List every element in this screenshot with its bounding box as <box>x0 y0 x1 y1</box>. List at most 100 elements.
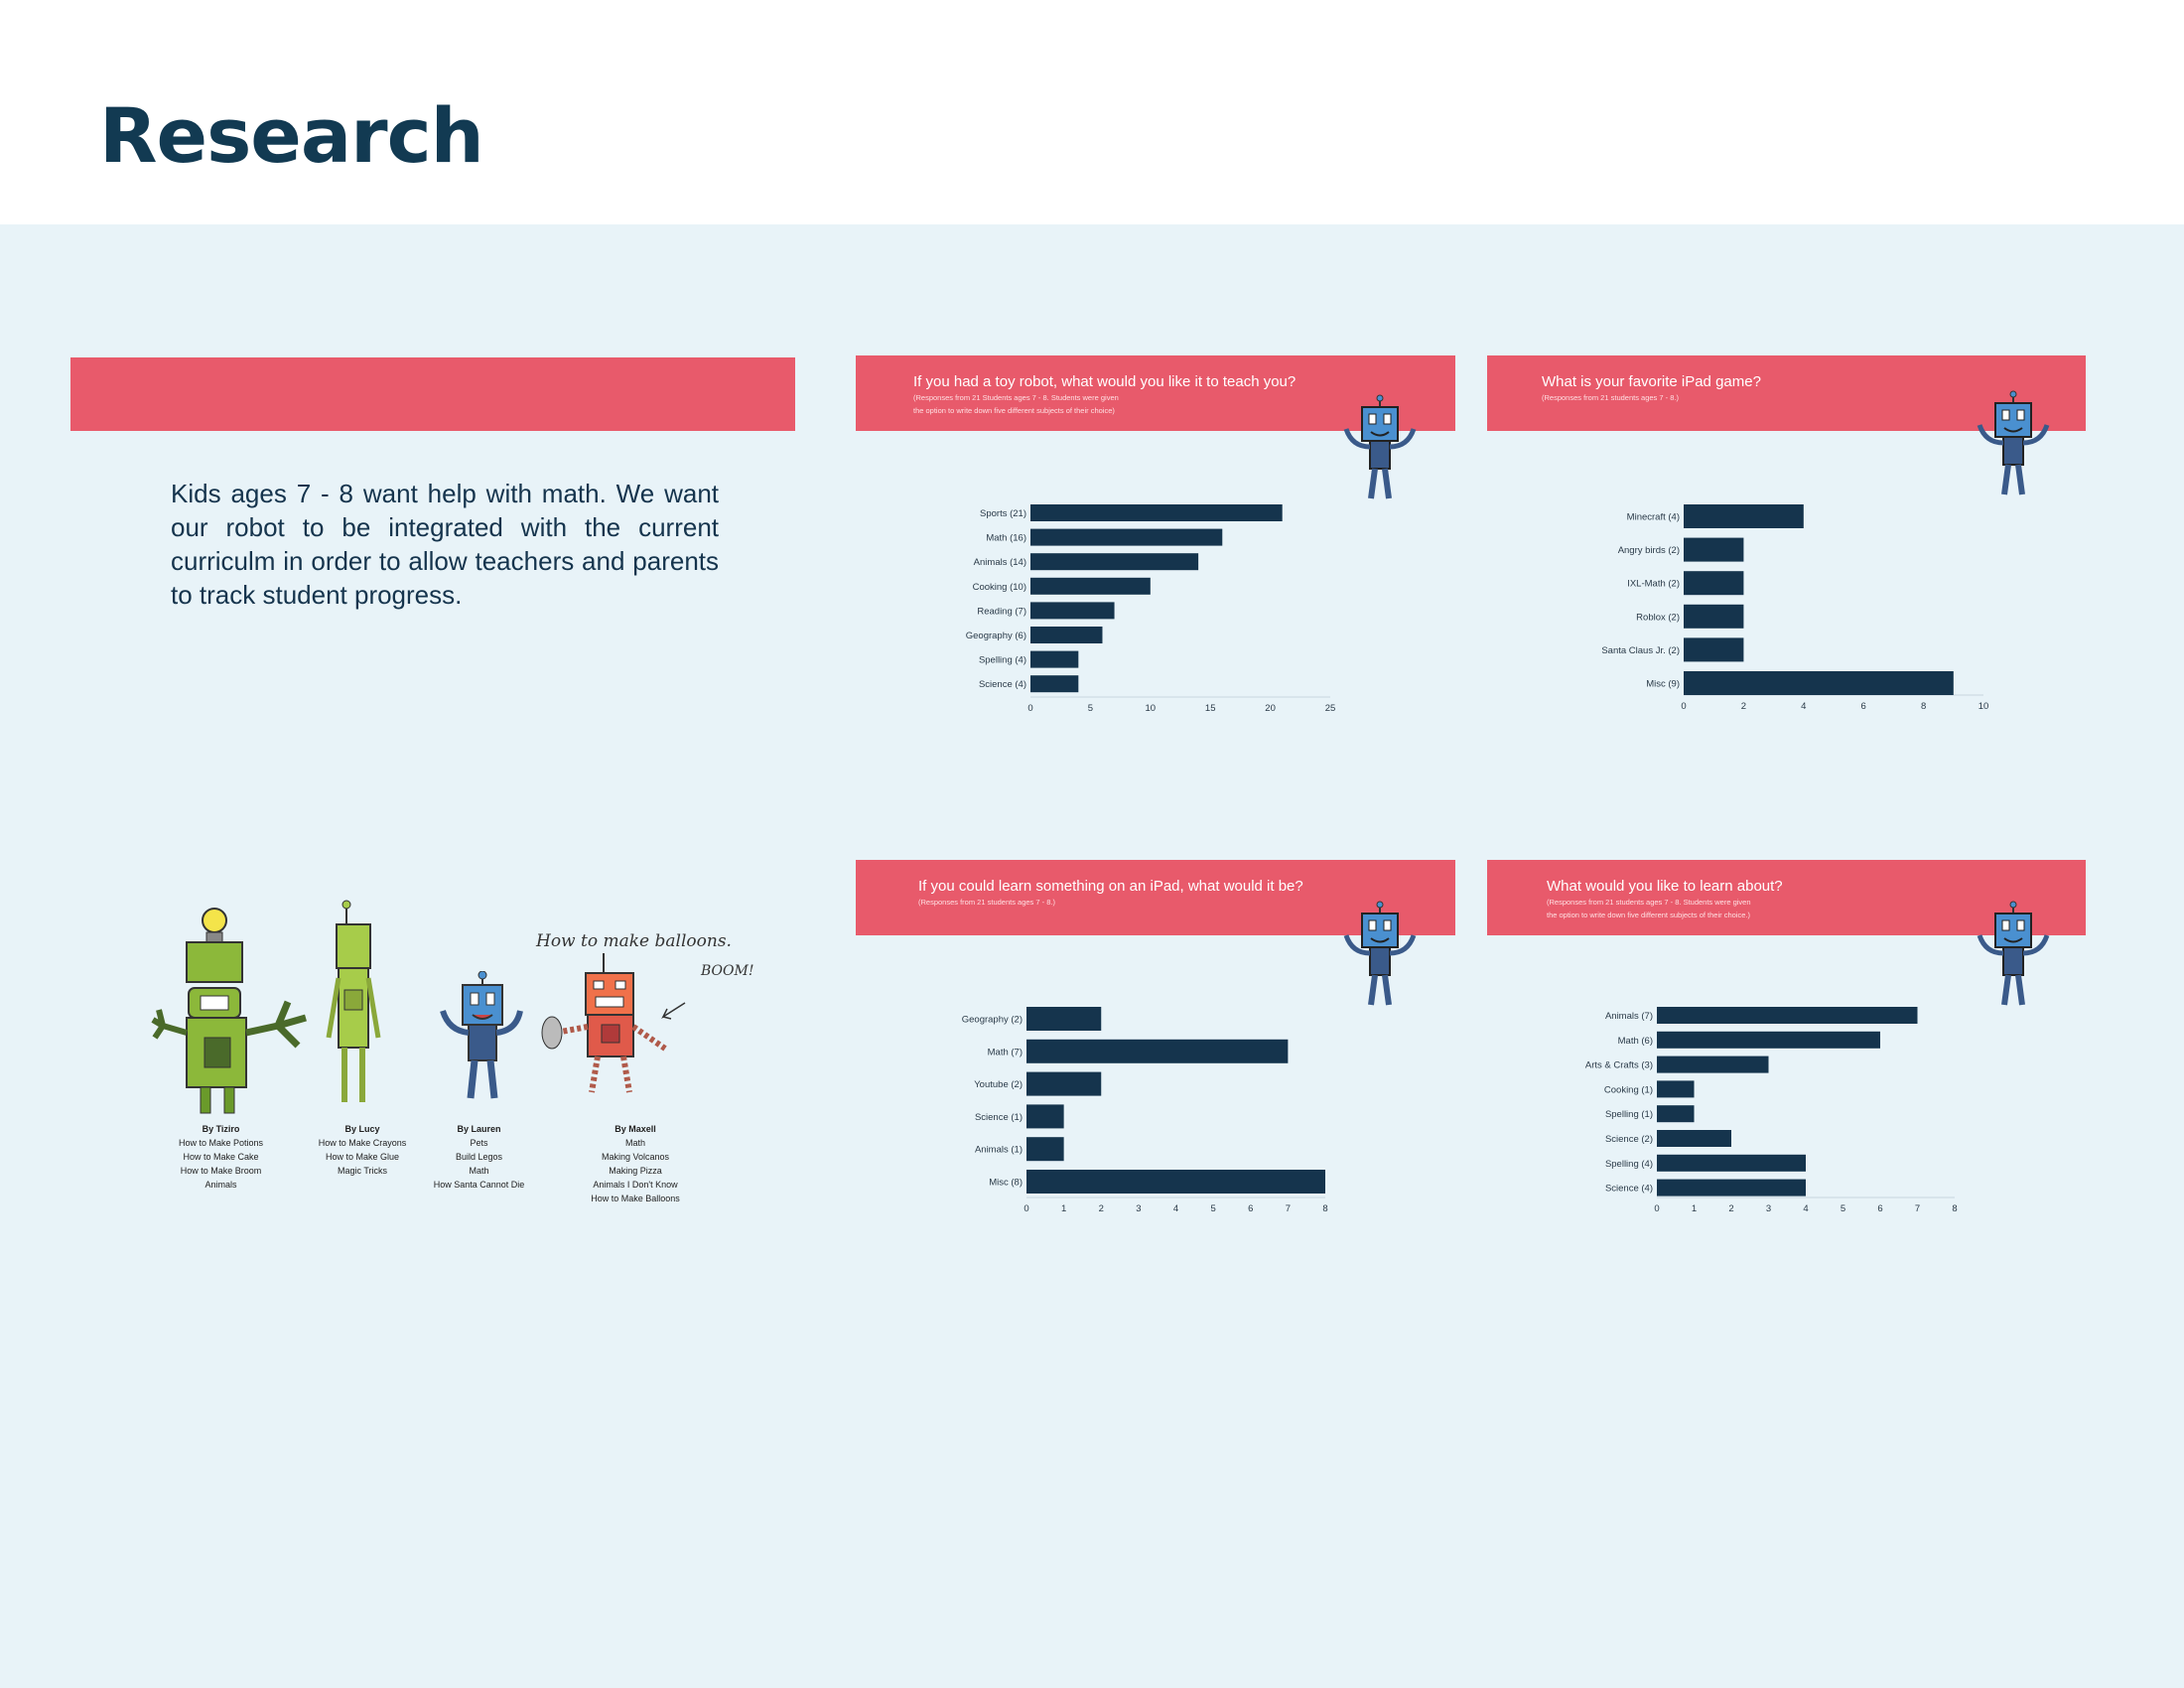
chart-subtitle-line: (Responses from 21 students ages 7 - 8.) <box>1542 393 1679 402</box>
x-tick-label: 10 <box>1146 703 1157 714</box>
category-label: Misc (8) <box>989 1178 1023 1189</box>
credit-line: Animals I Don't Know <box>593 1180 678 1190</box>
chart-bar <box>1030 528 1223 546</box>
x-tick-label: 6 <box>1248 1203 1253 1214</box>
category-label: Science (2) <box>1605 1134 1653 1145</box>
chart-bar <box>1657 1007 1918 1024</box>
chart-bar <box>1030 650 1079 668</box>
x-tick-label: 1 <box>1061 1203 1066 1214</box>
x-tick-label: 4 <box>1801 701 1806 712</box>
chart-learn-about: What would you like to learn about? (Resp… <box>1487 860 2086 1237</box>
x-tick-label: 7 <box>1286 1203 1291 1214</box>
chart-bar <box>1030 553 1199 571</box>
credit-line: How to Make Crayons <box>318 1138 407 1148</box>
credit-line: Math <box>469 1166 489 1176</box>
credit-maxell: By Maxell Math Making Volcanos Making Pi… <box>571 1122 700 1205</box>
chart-bar <box>1030 504 1283 521</box>
category-label: Reading (7) <box>977 606 1026 617</box>
pop-text: BOOM! <box>701 963 754 979</box>
category-label: Sports (21) <box>980 508 1026 519</box>
category-label: Science (1) <box>975 1112 1023 1123</box>
category-label: Youtube (2) <box>974 1079 1023 1090</box>
chart-bar <box>1026 1007 1102 1031</box>
chart-learn-on-ipad: If you could learn something on an iPad,… <box>856 860 1455 1237</box>
chart-plot: Animals (7) Math (6) Arts & Crafts (3) Cook… <box>1585 901 2050 1214</box>
credit-lauren: By Lauren Pets Build Legos Math How Sant… <box>422 1122 536 1192</box>
credit-line: How to Make Potions <box>178 1138 264 1148</box>
chart-bar <box>1684 571 1744 596</box>
category-label: Math (6) <box>1618 1036 1653 1047</box>
category-label: Animals (14) <box>974 557 1026 568</box>
category-label: Santa Claus Jr. (2) <box>1601 645 1680 656</box>
x-tick-label: 20 <box>1265 703 1276 714</box>
x-tick-label: 5 <box>1841 1203 1845 1214</box>
chart-plot: Minecraft (4) Angry birds (2) IXL-Math (2)… <box>1601 390 2050 712</box>
x-tick-label: 8 <box>1322 1203 1327 1214</box>
robot-mascot-icon <box>1977 390 2050 495</box>
x-tick-label: 8 <box>1921 701 1926 712</box>
chart-bar <box>1030 675 1079 693</box>
x-tick-label: 0 <box>1024 1203 1028 1214</box>
credit-line: How Santa Cannot Die <box>433 1180 525 1190</box>
chart-bar <box>1684 637 1744 662</box>
robot-mascot-icon <box>1343 394 1417 499</box>
lime-robot-drawing <box>326 900 381 1102</box>
robot-mascot-icon <box>1343 901 1417 1006</box>
chart-bar <box>1657 1179 1806 1196</box>
chart-subtitle-line: (Responses from 21 students ages 7 - 8. … <box>1547 898 1751 907</box>
chart-subtitle-line: the option to write down five different … <box>913 406 1115 415</box>
chart-plot: Geography (2) Math (7) Youtube (2) Science … <box>962 901 1417 1214</box>
category-label: Spelling (1) <box>1605 1109 1653 1120</box>
chart-bar <box>1684 604 1744 629</box>
chart-favorite-game: What is your favorite iPad game? (Respons… <box>1487 355 2086 733</box>
credit-tiziro: By Tiziro How to Make Potions How to Mak… <box>149 1122 293 1192</box>
chart-bar <box>1657 1105 1695 1123</box>
category-label: IXL-Math (2) <box>1627 579 1680 590</box>
page-title: Research <box>99 91 484 180</box>
x-tick-label: 3 <box>1766 1203 1771 1214</box>
chart-bar <box>1026 1104 1064 1129</box>
chart-bar <box>1684 671 1954 695</box>
x-tick-label: 0 <box>1681 701 1686 712</box>
credit-name: By Tiziro <box>202 1124 240 1134</box>
intro-banner <box>70 357 795 431</box>
chart-header-band <box>1487 860 2086 935</box>
category-label: Math (16) <box>986 533 1026 544</box>
x-tick-label: 3 <box>1136 1203 1141 1214</box>
credit-name: By Lucy <box>344 1124 380 1134</box>
category-label: Spelling (4) <box>1605 1159 1653 1170</box>
chart-bar <box>1657 1055 1769 1073</box>
chart-subtitle: (Responses from 21 students ages 7 - 8.) <box>1542 391 1679 404</box>
category-label: Roblox (2) <box>1636 612 1680 623</box>
chart-title: If you had a toy robot, what would you l… <box>913 373 1297 390</box>
category-label: Math (7) <box>988 1047 1023 1057</box>
chart-bar <box>1026 1039 1289 1063</box>
chart-bar <box>1026 1071 1102 1096</box>
x-tick-label: 10 <box>1979 701 1989 712</box>
chart-subtitle: (Responses from 21 Students ages 7 - 8. … <box>913 391 1119 417</box>
handwritten-note: How to make balloons. <box>536 931 732 951</box>
x-tick-label: 0 <box>1027 703 1032 714</box>
chart-subtitle-line: (Responses from 21 Students ages 7 - 8. … <box>913 393 1119 402</box>
green-robot-drawing <box>151 908 307 1114</box>
credit-lucy: By Lucy How to Make Crayons How to Make … <box>298 1122 427 1178</box>
credit-line: Magic Tricks <box>337 1166 387 1176</box>
chart-bar <box>1026 1170 1325 1194</box>
chart-robot-teach: If you had a toy robot, what would you l… <box>856 355 1455 733</box>
category-label: Cooking (10) <box>973 582 1026 593</box>
category-label: Science (4) <box>1605 1184 1653 1195</box>
chart-subtitle-line: the option to write down five different … <box>1547 911 1750 919</box>
page-header: Research <box>0 0 2184 224</box>
x-tick-label: 5 <box>1210 1203 1215 1214</box>
intro-paragraph: Kids ages 7 - 8 want help with math. We … <box>171 479 719 610</box>
x-tick-label: 2 <box>1728 1203 1733 1214</box>
chart-header-band <box>856 355 1455 431</box>
chart-header-band <box>856 860 1455 935</box>
chart-bar <box>1030 627 1103 643</box>
chart-bar <box>1030 602 1115 620</box>
chart-bar <box>1657 1080 1695 1098</box>
credit-line: Math <box>624 1138 645 1148</box>
chart-subtitle: (Responses from 21 students ages 7 - 8.) <box>918 896 1055 909</box>
credit-line: How to Make Broom <box>180 1166 262 1176</box>
chart-bar <box>1657 1130 1731 1147</box>
